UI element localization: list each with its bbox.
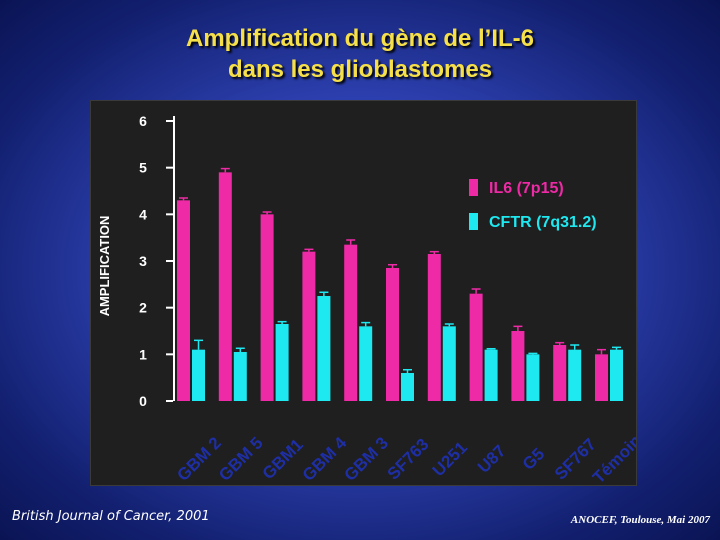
y-tick-label: 5	[139, 160, 147, 176]
bar-cftr	[317, 296, 331, 401]
event-credit: ANOCEF, Toulouse, Mai 2007	[570, 514, 710, 526]
y-tick-label: 4	[139, 206, 147, 222]
bar-cftr	[526, 354, 540, 401]
bar-cftr	[610, 349, 623, 401]
x-tick-label: GBM 3	[341, 433, 393, 485]
bar-il6	[595, 354, 608, 401]
bar-il6	[511, 331, 525, 401]
bar-cftr	[484, 349, 498, 401]
legend-swatch	[469, 213, 478, 230]
source-citation: British Journal of Cancer, 2001	[12, 509, 210, 524]
bar-il6	[553, 345, 567, 401]
x-tick-label: SF763	[384, 435, 433, 484]
bar-il6	[427, 254, 441, 401]
bar-il6	[386, 268, 399, 401]
bar-cftr	[568, 349, 582, 401]
bar-cftr	[442, 326, 456, 401]
x-tick-label: GBM1	[259, 435, 307, 483]
y-tick-label: 2	[139, 300, 147, 316]
bar-cftr	[275, 324, 289, 401]
y-tick-label: 3	[139, 253, 147, 269]
bar-il6	[469, 293, 483, 401]
legend-label: CFTR (7q31.2)	[489, 214, 597, 231]
y-tick-label: 0	[139, 393, 147, 409]
legend-label: IL6 (7p15)	[489, 180, 564, 197]
x-tick-label: GBM 5	[215, 433, 267, 485]
x-tick-label: GBM 4	[299, 433, 351, 485]
bar-il6	[218, 172, 232, 401]
x-tick-label: G5	[519, 444, 548, 473]
chart-title-line1: Amplification du gène de l’IL-6	[185, 25, 535, 52]
bar-cftr	[359, 326, 373, 401]
chart-title-line2: dans les glioblastomes	[227, 56, 493, 83]
y-tick-label: 6	[139, 113, 147, 129]
bar-cftr	[401, 373, 414, 401]
bar-il6	[177, 200, 190, 401]
legend-swatch	[469, 179, 478, 196]
x-tick-label: Témoin	[589, 431, 636, 485]
bar-il6	[260, 214, 274, 401]
x-tick-label: U251	[429, 438, 471, 480]
bar-cftr	[233, 352, 247, 401]
bar-il6	[302, 251, 316, 401]
x-tick-label: U87	[474, 441, 509, 476]
y-tick-label: 1	[139, 346, 147, 362]
bar-cftr	[192, 349, 205, 401]
y-axis-title: AMPLIFICATION	[97, 216, 112, 317]
bar-il6	[344, 244, 358, 401]
x-tick-label: GBM 2	[173, 433, 225, 485]
